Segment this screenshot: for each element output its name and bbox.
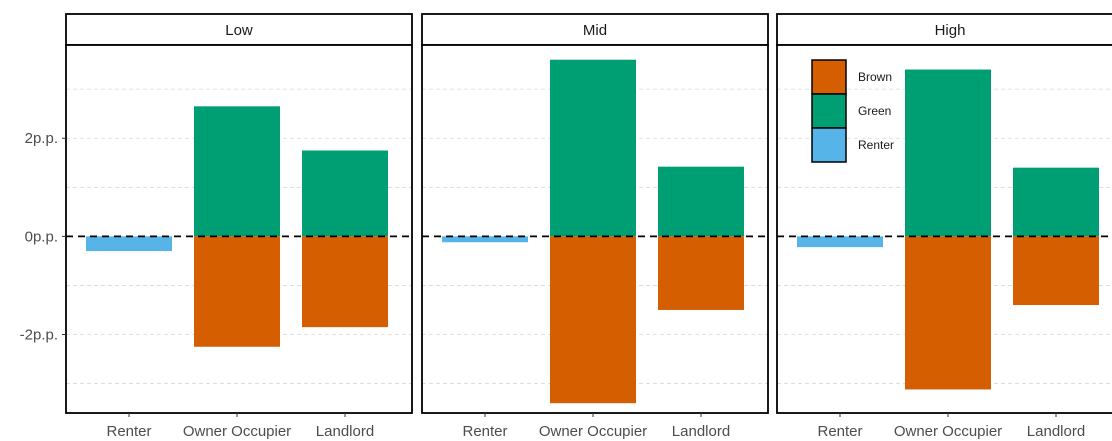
x-tick-label-mid: Owner Occupier [539, 423, 647, 440]
x-tick-label-low: Landlord [316, 423, 374, 440]
bar-low-owner-occupier-brown [194, 236, 280, 347]
x-tick-label-mid: Renter [462, 423, 507, 440]
strip-high [776, 13, 1112, 46]
bar-high-renter-renter [797, 236, 883, 248]
legend-label-green: Green [858, 104, 891, 118]
bar-high-owner-occupier-green [905, 69, 991, 237]
panel-border-mid [421, 44, 769, 414]
bar-mid-renter-renter [442, 236, 528, 243]
bar-low-owner-occupier-green [194, 106, 280, 237]
bar-mid-owner-occupier-brown [550, 236, 636, 404]
panel-border-low [65, 44, 413, 414]
legend-key-brown [811, 59, 847, 95]
strip-title-low: Low [225, 22, 253, 39]
bar-high-landlord-green [1013, 167, 1099, 237]
bar-low-renter-renter [86, 236, 172, 252]
strip-title-mid: Mid [583, 22, 607, 39]
legend-label-renter: Renter [858, 138, 894, 152]
bar-mid-landlord-brown [658, 236, 744, 310]
x-tick-label-low: Renter [106, 423, 151, 440]
y-tick-label: 0p.p. [25, 228, 58, 245]
bar-low-landlord-green [302, 150, 388, 237]
legend-key-renter [811, 127, 847, 163]
bar-mid-landlord-green [658, 166, 744, 237]
legend-label-brown: Brown [858, 70, 892, 84]
strip-mid [421, 13, 769, 46]
x-tick-label-high: Renter [817, 423, 862, 440]
strip-title-high: High [935, 22, 966, 39]
strip-low [65, 13, 413, 46]
y-tick-label: 2p.p. [25, 130, 58, 147]
panel-border-high [776, 44, 1112, 414]
x-tick-label-mid: Landlord [672, 423, 730, 440]
x-tick-label-high: Owner Occupier [894, 423, 1002, 440]
x-tick-label-low: Owner Occupier [183, 423, 291, 440]
y-tick-label: -2p.p. [20, 326, 58, 343]
x-tick-label-high: Landlord [1027, 423, 1085, 440]
legend-key-green [811, 93, 847, 129]
bar-high-landlord-brown [1013, 236, 1099, 306]
bar-high-owner-occupier-brown [905, 236, 991, 390]
bar-mid-owner-occupier-green [550, 59, 636, 237]
bar-low-landlord-brown [302, 236, 388, 328]
